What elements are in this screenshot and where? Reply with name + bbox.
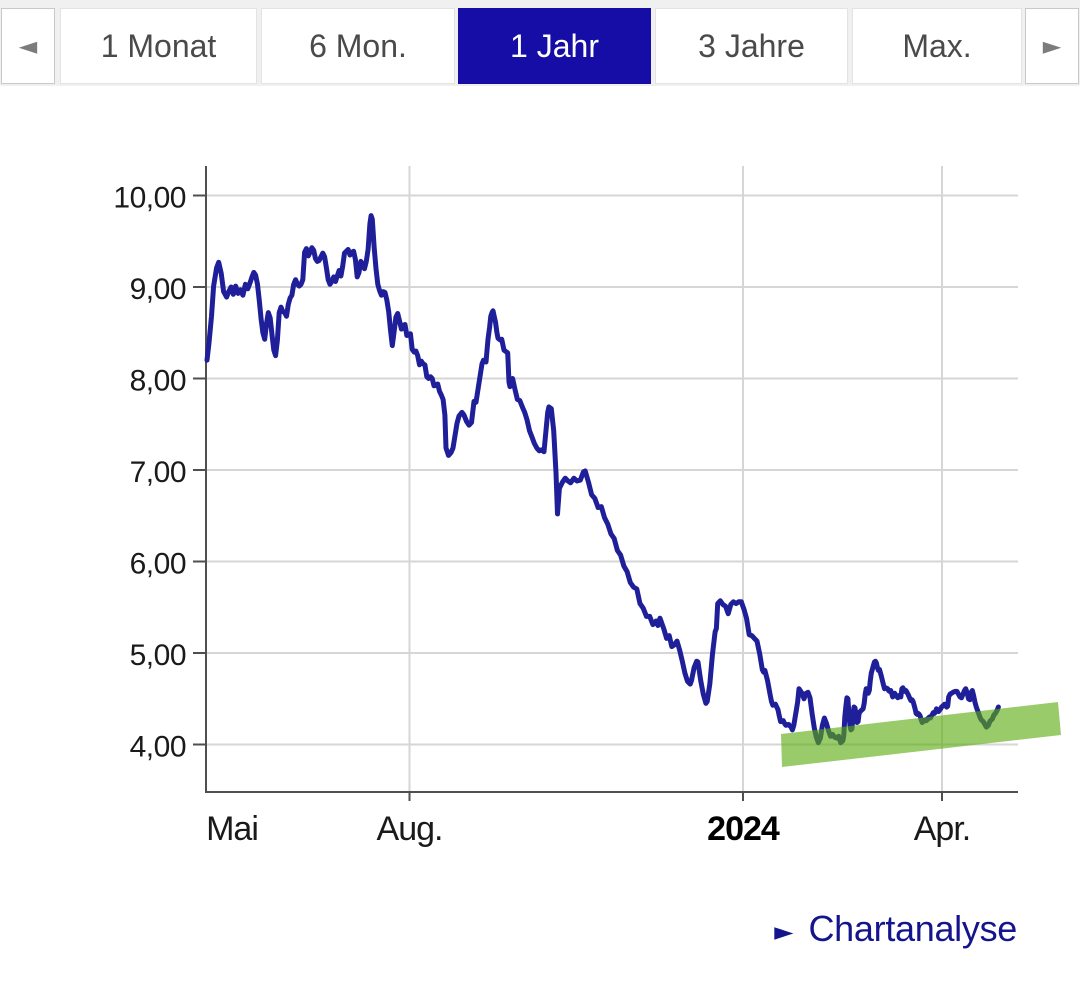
y-tick-label: 9,00 xyxy=(130,273,186,306)
y-tick-label: 8,00 xyxy=(130,365,186,398)
x-tick-label: Mai xyxy=(206,810,258,848)
chartanalyse-label: Chartanalyse xyxy=(808,908,1017,949)
y-tick-label: 6,00 xyxy=(130,548,186,581)
chartanalyse-link[interactable]: ► Chartanalyse xyxy=(774,908,1017,950)
x-tick-label: Apr. xyxy=(914,810,970,848)
x-tick-label: Aug. xyxy=(377,810,443,848)
tab-max[interactable]: Max. xyxy=(852,8,1022,84)
link-arrow-icon: ► xyxy=(774,916,794,946)
price-line-series xyxy=(204,213,1001,746)
y-tick-label: 10,00 xyxy=(113,182,186,215)
right-arrow-icon: ► xyxy=(1042,32,1062,60)
tab-1-jahr[interactable]: 1 Jahr xyxy=(458,8,651,84)
tab-1-monat[interactable]: 1 Monat xyxy=(60,8,257,84)
x-tick-label: 2024 xyxy=(707,810,780,848)
tab-label: 3 Jahre xyxy=(698,27,805,64)
tab-label: 6 Mon. xyxy=(309,27,407,64)
time-range-tabbar: ◄ 1 Monat 6 Mon. 1 Jahr 3 Jahre Max. ► xyxy=(0,0,1080,86)
tab-label: Max. xyxy=(902,27,972,64)
tab-label: 1 Jahr xyxy=(510,27,599,64)
y-tick-label: 4,00 xyxy=(130,731,186,764)
scroll-left-button[interactable]: ◄ xyxy=(1,8,55,84)
tab-3-jahre[interactable]: 3 Jahre xyxy=(655,8,848,84)
scroll-right-button[interactable]: ► xyxy=(1025,8,1079,84)
trend-band-annotation xyxy=(781,702,1061,767)
y-tick-label: 5,00 xyxy=(130,639,186,672)
tab-6-mon[interactable]: 6 Mon. xyxy=(261,8,455,84)
tab-label: 1 Monat xyxy=(100,27,217,64)
left-arrow-icon: ◄ xyxy=(18,32,38,60)
y-tick-label: 7,00 xyxy=(130,456,186,489)
